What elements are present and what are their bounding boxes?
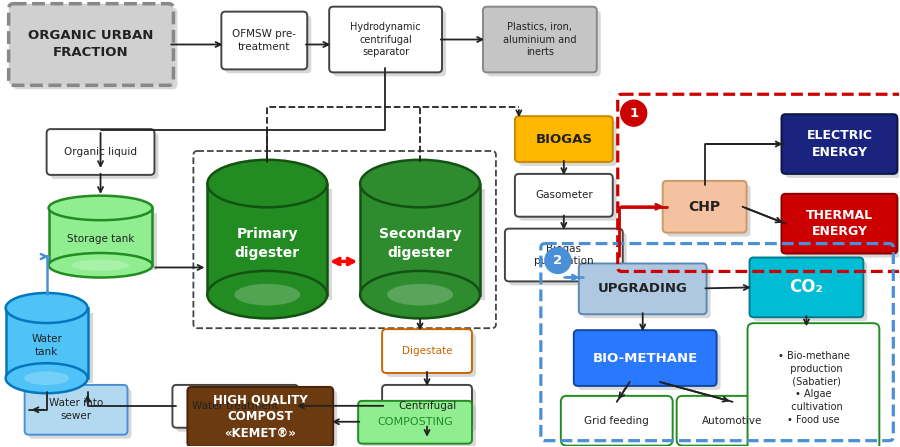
FancyBboxPatch shape: [515, 116, 613, 162]
Text: Water treatment: Water treatment: [192, 401, 279, 411]
FancyBboxPatch shape: [753, 261, 868, 321]
Text: Organic liquid: Organic liquid: [64, 147, 137, 157]
Text: 2: 2: [554, 254, 562, 267]
FancyBboxPatch shape: [176, 389, 302, 432]
FancyBboxPatch shape: [386, 389, 476, 432]
FancyBboxPatch shape: [561, 396, 672, 446]
Ellipse shape: [234, 284, 301, 305]
Text: ELECTRIC
ENERGY: ELECTRIC ENERGY: [806, 129, 872, 159]
FancyBboxPatch shape: [748, 323, 879, 447]
FancyBboxPatch shape: [47, 129, 155, 175]
Text: Secondary
digester: Secondary digester: [379, 227, 462, 260]
Polygon shape: [212, 189, 332, 299]
Polygon shape: [49, 208, 152, 265]
Ellipse shape: [207, 160, 328, 207]
Polygon shape: [54, 213, 158, 270]
Text: Grid feeding: Grid feeding: [584, 416, 649, 426]
FancyBboxPatch shape: [781, 114, 897, 174]
Text: BIO-METHANE: BIO-METHANE: [592, 351, 698, 365]
FancyBboxPatch shape: [677, 396, 788, 446]
FancyBboxPatch shape: [362, 405, 476, 447]
FancyBboxPatch shape: [24, 385, 128, 434]
FancyBboxPatch shape: [187, 387, 333, 447]
FancyBboxPatch shape: [50, 133, 158, 179]
FancyBboxPatch shape: [9, 4, 174, 85]
Text: Gasometer: Gasometer: [535, 190, 593, 200]
Text: HIGH QUALITY
COMPOST
«KEMET®»: HIGH QUALITY COMPOST «KEMET®»: [213, 394, 308, 440]
FancyBboxPatch shape: [329, 7, 442, 72]
Text: UPGRADING: UPGRADING: [598, 283, 688, 295]
Ellipse shape: [207, 271, 328, 318]
Text: • Bio-methane
  production
  (Sabatier)
• Algae
  cultivation
• Food use: • Bio-methane production (Sabatier) • Al…: [778, 351, 850, 425]
FancyBboxPatch shape: [483, 7, 597, 72]
Polygon shape: [207, 184, 328, 295]
FancyBboxPatch shape: [750, 257, 863, 317]
Text: Automotive: Automotive: [702, 416, 763, 426]
FancyBboxPatch shape: [382, 329, 472, 373]
FancyBboxPatch shape: [662, 181, 746, 232]
Ellipse shape: [49, 196, 152, 220]
Polygon shape: [5, 308, 87, 378]
FancyBboxPatch shape: [29, 389, 131, 439]
Text: COMPOSTING: COMPOSTING: [377, 417, 453, 427]
Text: THERMAL
ENERGY: THERMAL ENERGY: [806, 209, 873, 238]
Polygon shape: [360, 184, 480, 295]
FancyBboxPatch shape: [333, 11, 446, 76]
Text: Storage tank: Storage tank: [67, 234, 134, 244]
Ellipse shape: [5, 293, 87, 323]
FancyBboxPatch shape: [786, 118, 900, 178]
Text: CHP: CHP: [688, 200, 721, 214]
Text: ORGANIC URBAN
FRACTION: ORGANIC URBAN FRACTION: [29, 30, 154, 59]
Text: Centrifugal: Centrifugal: [398, 401, 456, 411]
Text: Primary
digester: Primary digester: [235, 227, 300, 260]
Ellipse shape: [72, 260, 129, 271]
FancyBboxPatch shape: [221, 12, 307, 69]
FancyBboxPatch shape: [225, 16, 311, 73]
Ellipse shape: [360, 271, 480, 318]
FancyBboxPatch shape: [505, 228, 623, 282]
Text: Plastics, iron,
aluminium and
inerts: Plastics, iron, aluminium and inerts: [503, 22, 577, 57]
Text: OFMSW pre-
treatment: OFMSW pre- treatment: [232, 29, 296, 52]
FancyBboxPatch shape: [519, 120, 616, 166]
Ellipse shape: [360, 160, 480, 207]
FancyBboxPatch shape: [173, 385, 298, 428]
FancyBboxPatch shape: [786, 198, 900, 257]
Text: BIOGAS: BIOGAS: [536, 133, 592, 146]
Polygon shape: [365, 189, 485, 299]
Circle shape: [621, 100, 647, 126]
Ellipse shape: [49, 253, 152, 278]
FancyBboxPatch shape: [386, 333, 476, 377]
FancyBboxPatch shape: [13, 8, 177, 89]
FancyBboxPatch shape: [358, 401, 472, 443]
Text: CO₂: CO₂: [789, 278, 824, 296]
FancyBboxPatch shape: [781, 194, 897, 253]
FancyBboxPatch shape: [508, 232, 626, 285]
FancyBboxPatch shape: [382, 385, 472, 428]
Text: Water into
sewer: Water into sewer: [49, 398, 104, 421]
Text: 1: 1: [629, 107, 638, 120]
FancyBboxPatch shape: [192, 391, 338, 447]
FancyBboxPatch shape: [519, 178, 616, 221]
FancyBboxPatch shape: [583, 267, 711, 318]
Text: Biogas
purification: Biogas purification: [534, 244, 594, 266]
Ellipse shape: [5, 363, 87, 393]
FancyBboxPatch shape: [487, 11, 601, 76]
Polygon shape: [11, 313, 93, 383]
Text: Hydrodynamic
centrifugal
separator: Hydrodynamic centrifugal separator: [350, 22, 421, 57]
FancyBboxPatch shape: [515, 174, 613, 217]
FancyBboxPatch shape: [574, 330, 716, 386]
Text: Digestate: Digestate: [401, 346, 453, 356]
Ellipse shape: [24, 371, 69, 385]
FancyBboxPatch shape: [579, 263, 706, 314]
Ellipse shape: [387, 284, 453, 305]
Text: Water
tank: Water tank: [32, 334, 62, 358]
FancyBboxPatch shape: [667, 185, 751, 236]
Circle shape: [544, 248, 571, 274]
FancyBboxPatch shape: [578, 334, 721, 390]
